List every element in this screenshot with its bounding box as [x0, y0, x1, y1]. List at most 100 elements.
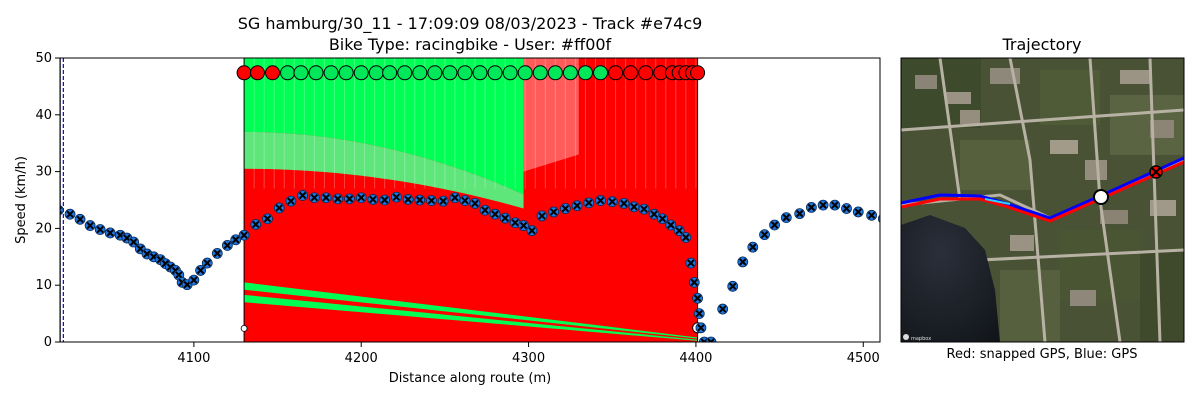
- signal-marker-green: [457, 65, 473, 81]
- speed-point: [104, 227, 116, 239]
- speed-point-cross: [585, 199, 593, 207]
- map-attribution: mapbox: [911, 336, 931, 342]
- y-tick-label: 10: [35, 278, 52, 293]
- phase-red-stripe: [244, 289, 698, 340]
- speed-point-cross: [528, 226, 536, 235]
- speed-point: [273, 202, 285, 214]
- plot-frame: [59, 57, 881, 343]
- speed-point-cross: [240, 231, 248, 239]
- phase-green-fade: [244, 131, 524, 209]
- speed-point: [201, 257, 213, 269]
- speed-point: [469, 198, 481, 209]
- speed-point-cross: [357, 194, 365, 202]
- speed-point: [60, 205, 64, 216]
- chart-title: SG hamburg/30_11 - 17:09:09 08/03/2023 -…: [238, 14, 703, 34]
- signal-marker-green: [293, 65, 309, 81]
- signal-state-markers: [236, 65, 706, 81]
- speed-point: [344, 193, 355, 205]
- speed-point-cross: [175, 271, 183, 279]
- speed-point: [84, 220, 96, 231]
- speed-point-cross: [760, 230, 769, 239]
- speed-point-cross: [380, 196, 389, 204]
- speed-points: [60, 190, 880, 342]
- speed-point: [638, 203, 650, 215]
- speed-point-cross: [549, 208, 558, 216]
- signal-marker-red: [236, 65, 252, 81]
- signal-marker-green: [532, 65, 548, 81]
- speed-point-cross: [739, 258, 747, 266]
- speed-point-cross: [693, 294, 702, 302]
- speed-point: [693, 308, 705, 320]
- speed-point-cross: [630, 203, 638, 211]
- speed-point-cross: [729, 282, 737, 291]
- speed-point-cross: [879, 216, 880, 222]
- map-end-marker: [1149, 165, 1163, 179]
- signal-marker-green: [280, 65, 296, 81]
- speed-point: [449, 192, 461, 204]
- speed-point: [459, 195, 471, 206]
- speed-point-cross: [807, 203, 816, 212]
- speed-point-cross: [795, 209, 804, 218]
- speed-point-cross: [608, 197, 616, 206]
- speed-point: [297, 190, 309, 201]
- signal-marker-green: [547, 65, 563, 81]
- speed-point: [595, 195, 606, 206]
- signal-marker-green: [412, 65, 428, 81]
- speed-point-cross: [76, 215, 84, 224]
- speed-point-cross: [223, 241, 232, 250]
- x-tick-label: 4300: [512, 351, 545, 366]
- chart-subtitle: Bike Type: racingbike - User: #ff00f: [329, 35, 612, 54]
- signal-marker-red: [623, 65, 639, 81]
- speed-point: [628, 201, 640, 213]
- trajectory-map[interactable]: mapbox: [901, 58, 1184, 342]
- speed-point: [390, 191, 402, 203]
- speed-point: [437, 195, 449, 207]
- speed-point: [489, 208, 501, 220]
- y-tick-label: 50: [35, 51, 52, 66]
- signal-marker-green: [308, 65, 324, 81]
- x-tick-label: 4200: [345, 351, 378, 366]
- speed-point-cross: [416, 196, 424, 204]
- speed-point: [211, 247, 223, 259]
- speed-point-cross: [232, 236, 240, 244]
- speed-point: [367, 194, 379, 205]
- speed-point-cross: [707, 338, 715, 342]
- speed-point-cross: [690, 278, 698, 287]
- speed-point-cross: [491, 210, 499, 218]
- mapbox-logo: mapbox: [903, 334, 931, 342]
- speed-point-cross: [427, 196, 436, 205]
- signal-marker-green: [323, 65, 339, 81]
- signal-marker-green: [487, 65, 503, 81]
- x-axis-label: Distance along route (m): [389, 371, 551, 386]
- speed-point-cross: [96, 225, 104, 234]
- speed-point-cross: [650, 210, 658, 218]
- speed-point-cross: [86, 221, 94, 230]
- signal-marker-red: [638, 65, 654, 81]
- signal-marker-red: [265, 65, 281, 81]
- speed-point-dot: [60, 205, 64, 216]
- speed-point: [805, 201, 817, 213]
- speed-point: [285, 195, 297, 207]
- speed-point: [195, 265, 206, 276]
- speed-point-cross: [213, 249, 222, 258]
- signal-marker-green: [593, 65, 609, 81]
- speed-point-cross: [519, 221, 528, 230]
- speed-point: [841, 203, 852, 214]
- speed-point: [518, 220, 529, 231]
- x-tick-label: 4500: [847, 351, 880, 366]
- signal-marker-red: [608, 65, 624, 81]
- speed-point: [536, 210, 548, 222]
- speed-point: [695, 322, 707, 334]
- signal-marker-green: [442, 65, 458, 81]
- axis-ticks: 4100 4200 4300 4400 4500 0 10 20 30 40 50: [35, 51, 879, 366]
- phase-green-lower: [244, 282, 698, 341]
- speed-point-cross: [106, 229, 114, 237]
- speed-point: [262, 213, 273, 225]
- signal-marker-green: [472, 65, 488, 81]
- speed-point: [618, 198, 630, 209]
- map-current-position-marker: [1093, 189, 1109, 205]
- speed-point-cross: [831, 201, 839, 209]
- speed-point-cross: [573, 201, 581, 210]
- speed-point: [657, 213, 668, 225]
